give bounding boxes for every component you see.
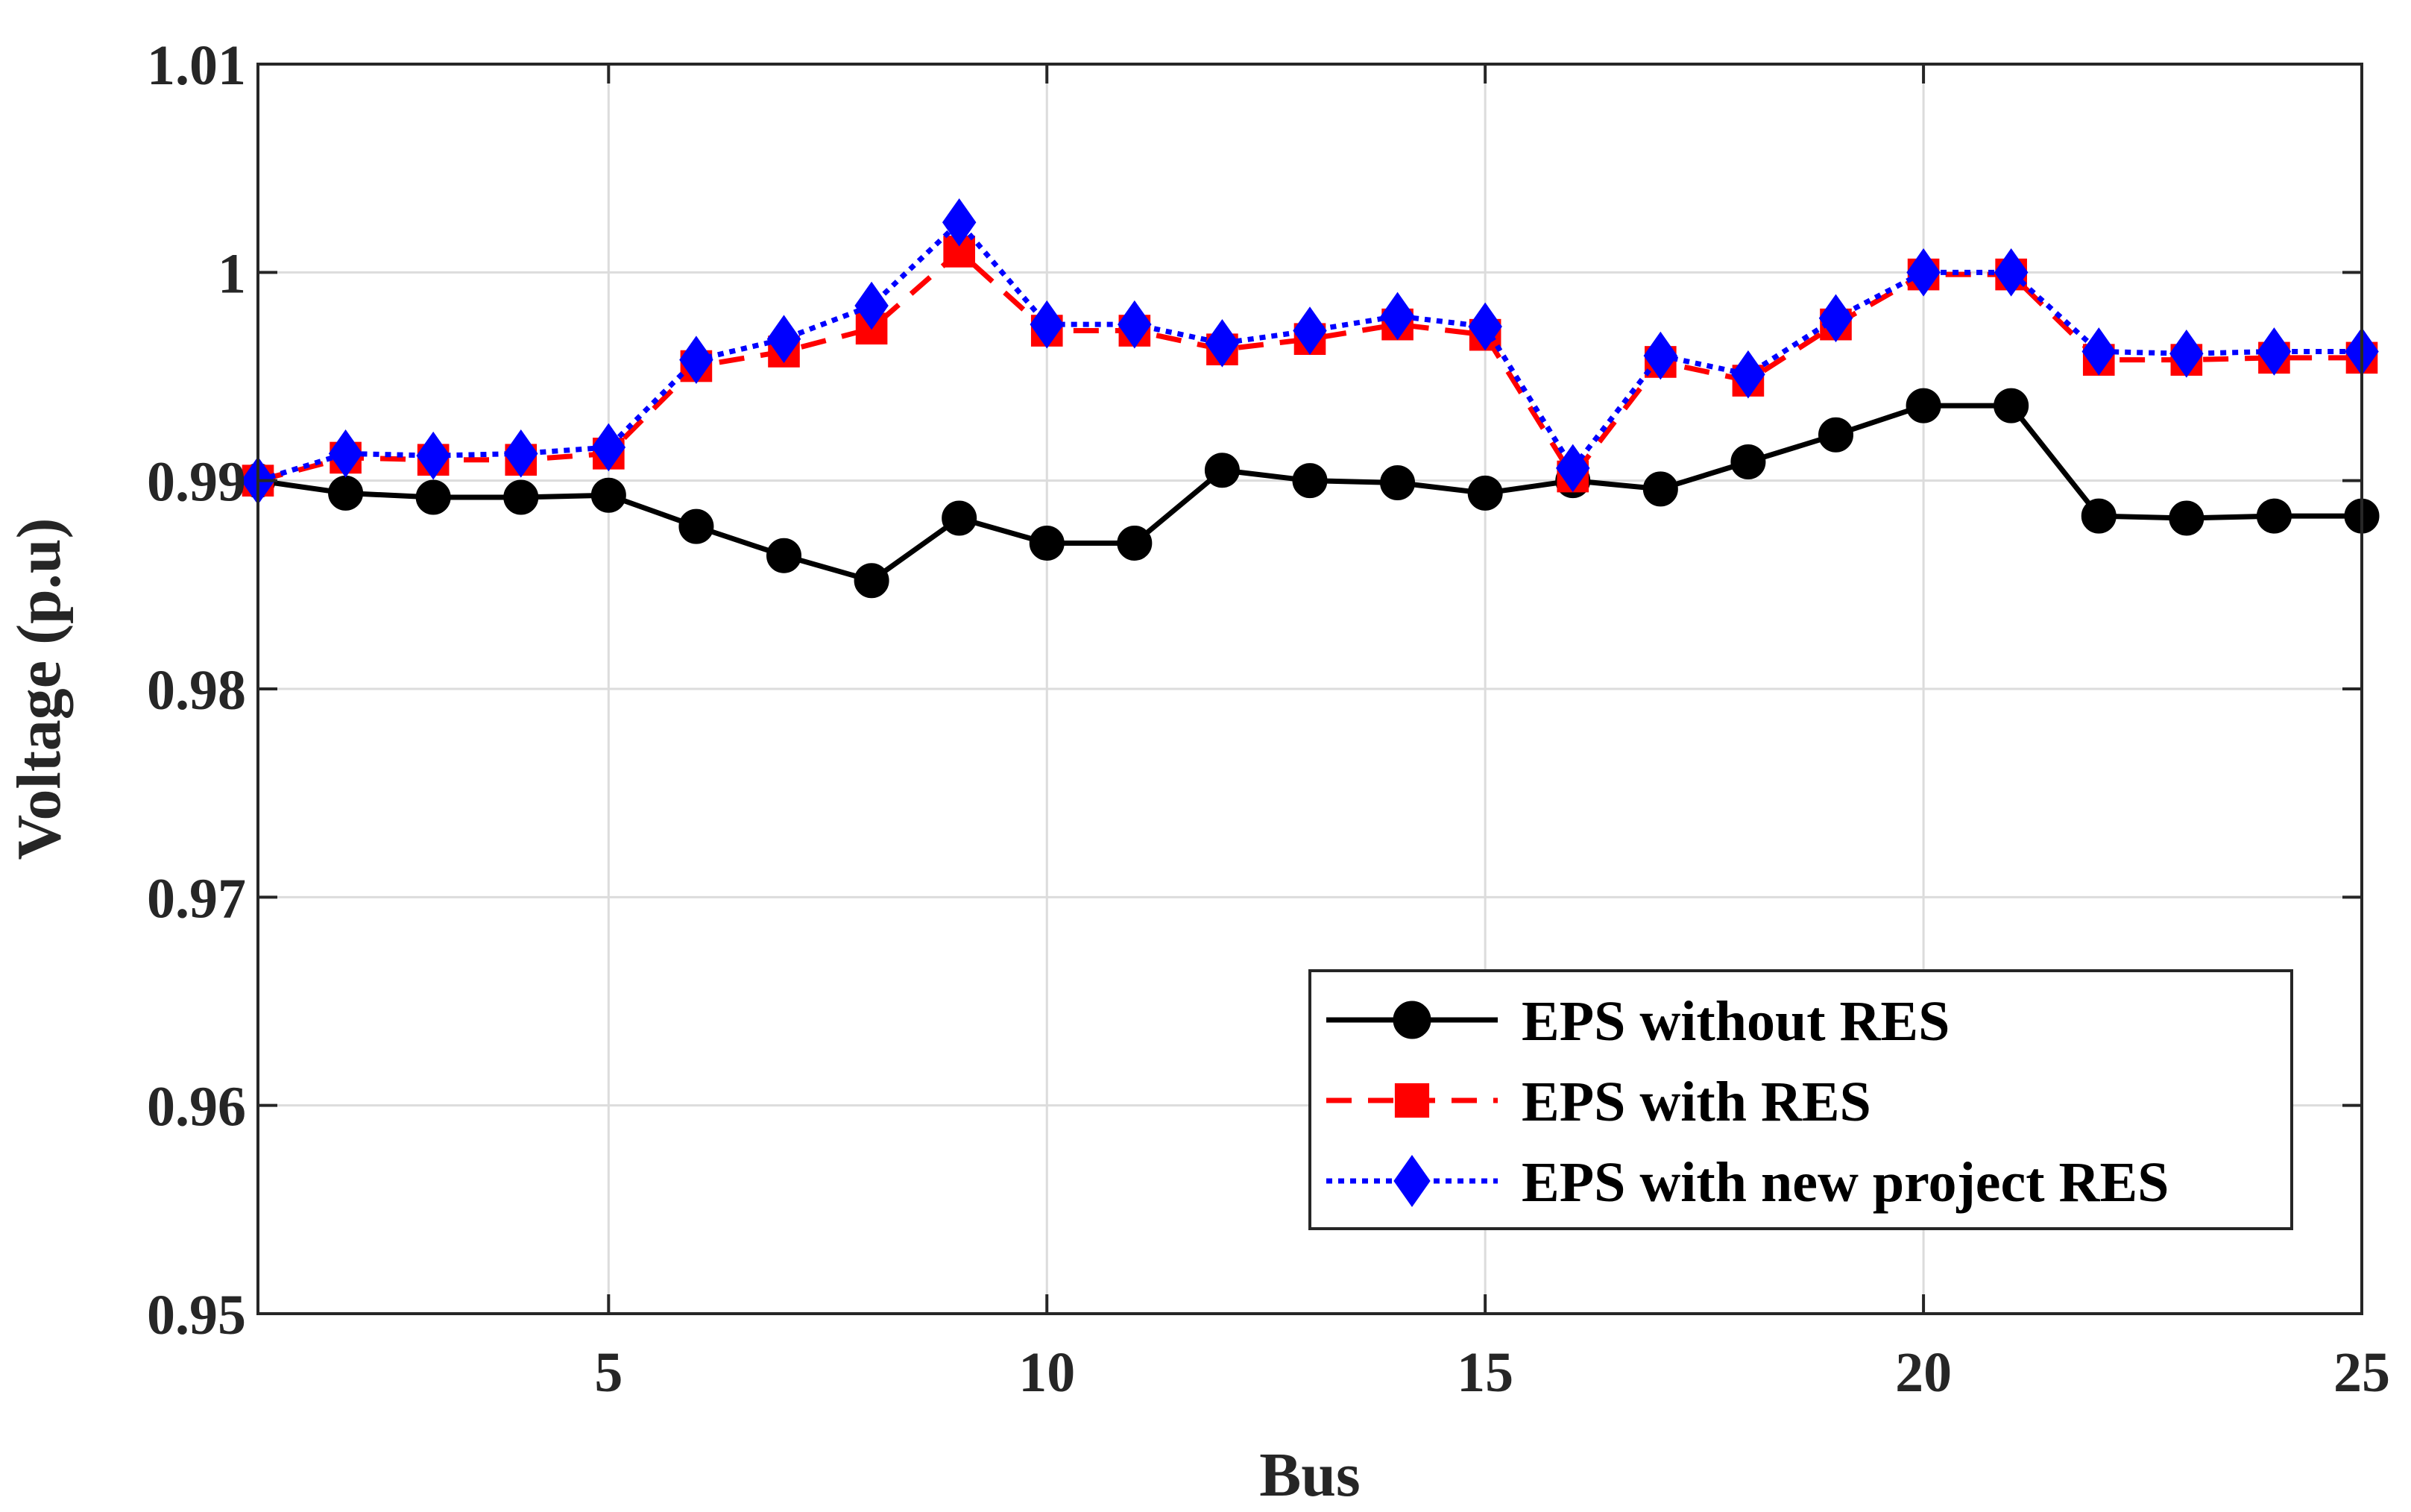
data-point [2256,498,2292,534]
legend-label: EPS without RES [1522,990,1950,1053]
x-tick-label: 25 [2333,1341,2390,1404]
data-point [1906,388,1941,423]
data-point [1380,292,1415,341]
y-tick-label: 0.99 [147,451,246,514]
x-tick-label: 5 [594,1341,623,1404]
data-point [766,315,801,364]
legend-item-2: EPS with new project RES [1326,1151,2169,1214]
data-point [942,500,977,536]
legend-item-0: EPS without RES [1326,990,1950,1053]
data-point [1994,388,2029,423]
data-point [1117,525,1153,561]
data-point [504,429,538,478]
data-point [415,479,451,515]
data-point [1556,444,1590,493]
y-tick-label: 0.97 [147,867,246,930]
x-axis-label: Bus [1259,1440,1360,1510]
data-point [1730,444,1766,480]
series-0 [240,388,2380,599]
y-tick-label: 0.96 [147,1076,246,1138]
data-point [591,423,626,472]
legend-label: EPS with RES [1522,1071,1871,1133]
data-point [854,281,889,330]
data-point [328,475,364,511]
y-tick-label: 1.01 [147,34,246,97]
data-point [1906,248,1941,297]
data-point [2081,327,2116,376]
legend-marker [1393,1154,1431,1208]
data-point [766,538,801,573]
x-tick-label: 15 [1457,1341,1513,1404]
series-2 [241,198,2379,505]
data-point [328,429,363,478]
data-point [2257,327,2292,376]
x-tick-label: 10 [1018,1341,1075,1404]
data-point [1468,302,1502,351]
x-tick-label: 20 [1895,1341,1952,1404]
data-point [1731,350,1765,399]
data-point [1643,331,1678,380]
data-point [1293,306,1327,355]
data-point [678,508,714,544]
legend-item-1: EPS with RES [1326,1071,1871,1133]
data-point [1380,464,1416,500]
data-point [1818,294,1853,343]
data-point [854,563,889,599]
data-point [1118,300,1152,349]
data-point [942,198,977,247]
data-point [503,479,539,515]
y-tick-label: 1 [218,242,246,305]
data-point [1204,453,1240,488]
series-group [240,198,2380,599]
data-point [2169,329,2204,378]
data-point [1467,475,1503,511]
legend-marker [1393,1001,1431,1039]
data-point [1818,417,1853,453]
data-point [1029,525,1065,561]
data-point [2169,500,2204,536]
data-point [679,336,713,384]
data-point [1030,300,1064,349]
data-point [416,431,450,480]
legend: EPS without RES EPS with RES EPS with new … [1308,969,2293,1230]
data-point [590,477,626,513]
data-point [2081,498,2117,534]
legend-label: EPS with new project RES [1522,1151,2169,1214]
ticks: 5 10 15 20 25 0.95 0.96 0.97 0.98 0.99 1 1.01 [147,34,2390,1404]
y-tick-label: 0.95 [147,1284,246,1346]
y-tick-label: 0.98 [147,659,246,722]
data-point [1994,248,2029,297]
legend-marker [1394,1083,1430,1118]
data-point [1642,471,1678,507]
data-point [1205,319,1240,368]
data-point [1292,463,1328,499]
y-axis-label: Voltage (p.u) [4,518,74,860]
